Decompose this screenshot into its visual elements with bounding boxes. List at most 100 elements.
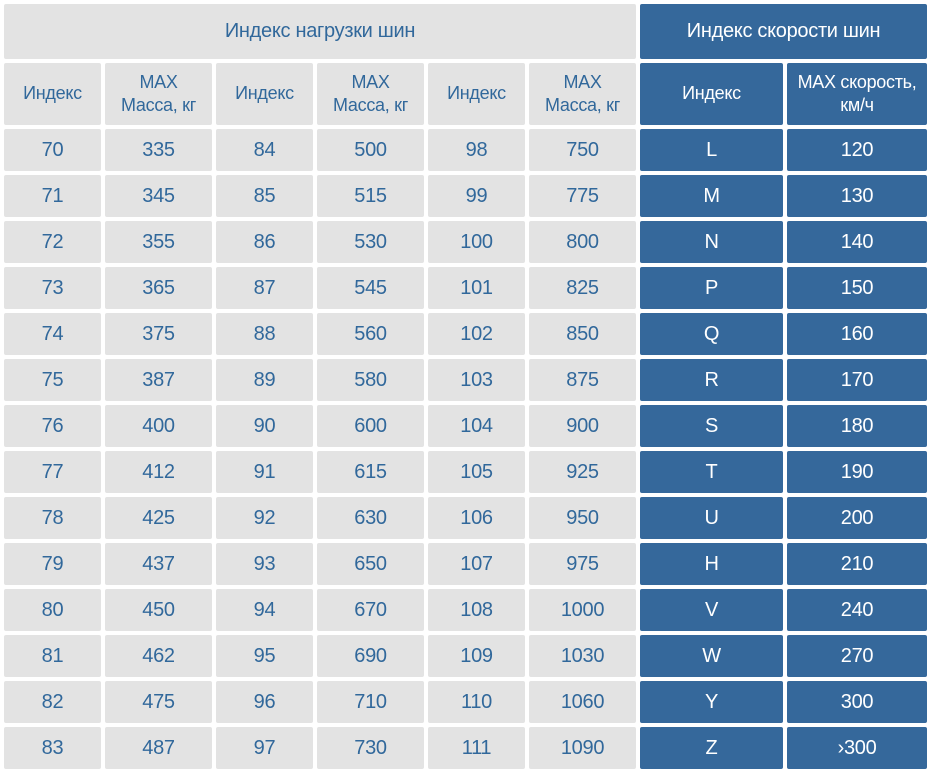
load-index-cell: 74	[4, 313, 101, 355]
load-mass-cell: 775	[529, 175, 637, 217]
section-title-row: Индекс нагрузки шин Индекс скорости шин	[4, 4, 928, 59]
table-row: 83 487 97 730 111 1090 Z ›300	[4, 727, 928, 769]
table-row: 77 412 91 615 105 925 T 190	[4, 451, 928, 493]
load-mass-cell: 750	[529, 129, 637, 171]
speed-value-cell: 130	[787, 175, 928, 217]
speed-index-cell: N	[640, 221, 784, 263]
load-mass-cell: 730	[317, 727, 424, 769]
load-index-cell: 71	[4, 175, 101, 217]
load-index-cell: 84	[216, 129, 313, 171]
load-index-cell: 96	[216, 681, 313, 723]
speed-index-cell: H	[640, 543, 784, 585]
load-mass-cell: 580	[317, 359, 424, 401]
load-mass-cell: 545	[317, 267, 424, 309]
load-mass-cell: 412	[105, 451, 212, 493]
load-index-cell: 106	[428, 497, 525, 539]
load-mass-cell: 515	[317, 175, 424, 217]
speed-index-cell: Y	[640, 681, 784, 723]
speed-value-col-header: MAX скорость, км/ч	[787, 63, 928, 125]
load-index-col-header: Индекс	[4, 63, 101, 125]
load-index-cell: 70	[4, 129, 101, 171]
load-index-cell: 111	[428, 727, 525, 769]
load-mass-cell: 615	[317, 451, 424, 493]
load-mass-cell: 1090	[529, 727, 637, 769]
speed-value-cell: 200	[787, 497, 928, 539]
table-row: 74 375 88 560 102 850 Q 160	[4, 313, 928, 355]
load-mass-cell: 690	[317, 635, 424, 677]
load-mass-cell: 365	[105, 267, 212, 309]
load-index-cell: 107	[428, 543, 525, 585]
load-index-cell: 88	[216, 313, 313, 355]
load-mass-cell: 975	[529, 543, 637, 585]
speed-index-col-header: Индекс	[640, 63, 784, 125]
table-row: 73 365 87 545 101 825 P 150	[4, 267, 928, 309]
speed-value-cell: 120	[787, 129, 928, 171]
load-index-col-header: Индекс	[216, 63, 313, 125]
speed-value-cell: 270	[787, 635, 928, 677]
table-body: 70 335 84 500 98 750 L 120 71 345 85 515 99 775 M 130 72…	[4, 129, 928, 769]
load-index-cell: 73	[4, 267, 101, 309]
column-header-row: Индекс MAX Масса, кг Индекс MAX Масса, к…	[4, 63, 928, 125]
load-mass-cell: 710	[317, 681, 424, 723]
speed-value-cell: 170	[787, 359, 928, 401]
speed-index-cell: T	[640, 451, 784, 493]
speed-value-cell: 150	[787, 267, 928, 309]
load-mass-cell: 400	[105, 405, 212, 447]
load-index-cell: 100	[428, 221, 525, 263]
load-index-cell: 99	[428, 175, 525, 217]
table-head: Индекс нагрузки шин Индекс скорости шин …	[4, 4, 928, 125]
load-index-col-header: Индекс	[428, 63, 525, 125]
load-mass-cell: 375	[105, 313, 212, 355]
load-mass-cell: 500	[317, 129, 424, 171]
load-mass-cell: 1060	[529, 681, 637, 723]
load-index-cell: 78	[4, 497, 101, 539]
load-mass-cell: 1000	[529, 589, 637, 631]
load-mass-cell: 450	[105, 589, 212, 631]
load-index-cell: 101	[428, 267, 525, 309]
load-mass-cell: 925	[529, 451, 637, 493]
table-row: 79 437 93 650 107 975 H 210	[4, 543, 928, 585]
load-mass-cell: 900	[529, 405, 637, 447]
table-row: 78 425 92 630 106 950 U 200	[4, 497, 928, 539]
load-index-cell: 76	[4, 405, 101, 447]
speed-value-cell: ›300	[787, 727, 928, 769]
load-index-cell: 77	[4, 451, 101, 493]
speed-value-cell: 300	[787, 681, 928, 723]
speed-index-cell: Z	[640, 727, 784, 769]
speed-value-cell: 190	[787, 451, 928, 493]
load-index-cell: 105	[428, 451, 525, 493]
load-index-cell: 110	[428, 681, 525, 723]
load-index-cell: 102	[428, 313, 525, 355]
table-row: 70 335 84 500 98 750 L 120	[4, 129, 928, 171]
load-mass-cell: 630	[317, 497, 424, 539]
load-index-cell: 79	[4, 543, 101, 585]
table-row: 75 387 89 580 103 875 R 170	[4, 359, 928, 401]
load-mass-cell: 487	[105, 727, 212, 769]
load-index-cell: 98	[428, 129, 525, 171]
load-index-cell: 89	[216, 359, 313, 401]
load-mass-cell: 800	[529, 221, 637, 263]
load-mass-cell: 530	[317, 221, 424, 263]
load-index-cell: 95	[216, 635, 313, 677]
speed-index-cell: V	[640, 589, 784, 631]
table-row: 76 400 90 600 104 900 S 180	[4, 405, 928, 447]
load-mass-cell: 387	[105, 359, 212, 401]
load-mass-cell: 670	[317, 589, 424, 631]
speed-section-title: Индекс скорости шин	[640, 4, 928, 59]
table-row: 71 345 85 515 99 775 M 130	[4, 175, 928, 217]
load-index-cell: 109	[428, 635, 525, 677]
load-index-cell: 81	[4, 635, 101, 677]
speed-value-cell: 210	[787, 543, 928, 585]
speed-index-cell: P	[640, 267, 784, 309]
load-mass-cell: 425	[105, 497, 212, 539]
load-mass-col-header: MAX Масса, кг	[317, 63, 424, 125]
load-mass-cell: 600	[317, 405, 424, 447]
load-mass-cell: 437	[105, 543, 212, 585]
load-index-cell: 82	[4, 681, 101, 723]
load-index-cell: 83	[4, 727, 101, 769]
load-index-cell: 97	[216, 727, 313, 769]
load-mass-col-header: MAX Масса, кг	[529, 63, 637, 125]
load-index-cell: 75	[4, 359, 101, 401]
load-index-cell: 87	[216, 267, 313, 309]
